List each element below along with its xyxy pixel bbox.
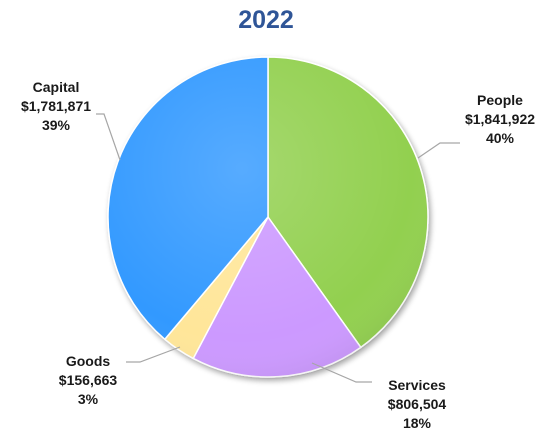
slice-label-people-name: People [477,92,523,108]
leader-line-capital [96,113,121,161]
slice-labels: People $1,841,922 40% Services $806,504 18% Go… [21,79,535,431]
slice-label-capital-percent-label: 39% [42,117,71,133]
slice-label-people-value-label: $1,841,922 [465,111,535,127]
leader-line-services [311,362,372,383]
slice-label-goods-value-label: $156,663 [59,372,118,388]
slice-label-people-percent-label: 40% [486,130,515,146]
leader-line-goods [126,346,181,363]
slice-label-capital-name: Capital [33,79,80,95]
leader-line-people [417,142,460,159]
slice-label-goods-percent-label: 3% [78,391,99,407]
slice-label-capital-value-label: $1,781,871 [21,98,91,114]
slice-label-services-name: Services [388,377,446,393]
slice-label-goods-name: Goods [66,353,111,369]
pie-slices [107,56,429,378]
slice-label-services-value-label: $806,504 [388,396,447,412]
slice-label-services-percent-label: 18% [403,415,432,431]
chart-title: 2022 [238,6,294,34]
